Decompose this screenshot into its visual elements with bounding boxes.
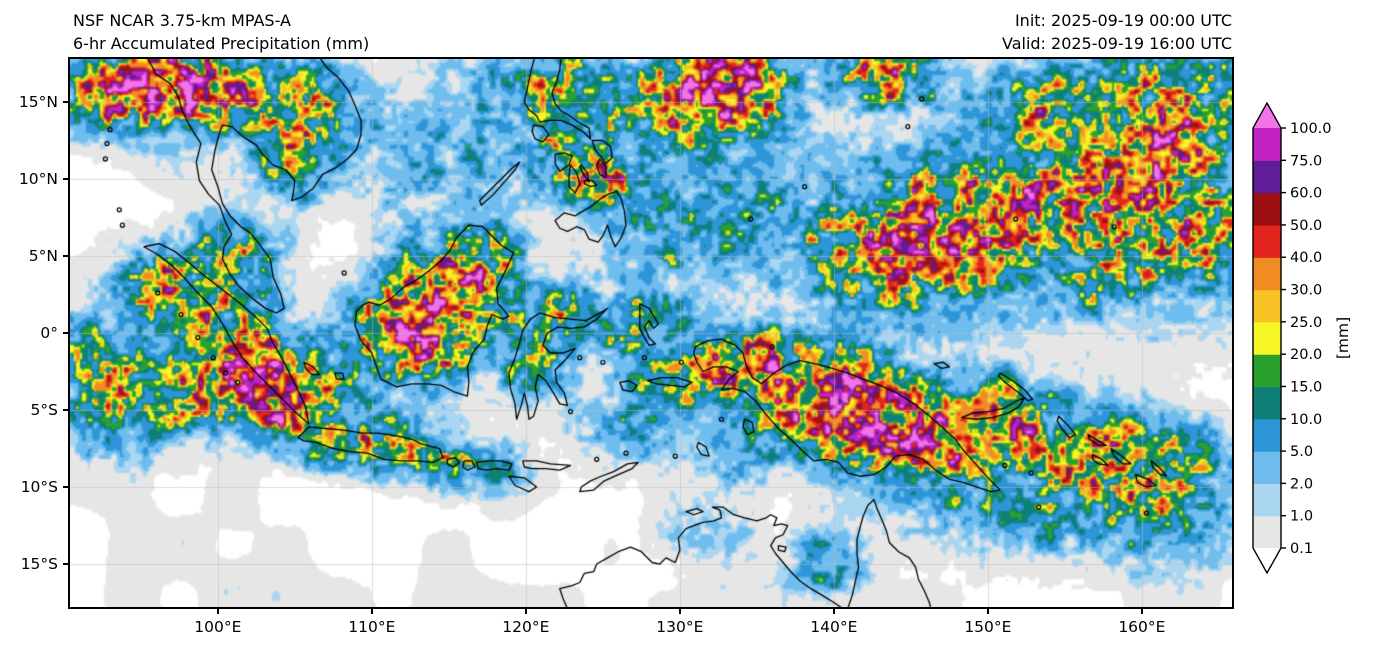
y-tick-label: 5°S [30, 401, 58, 419]
x-tick-label: 110°E [348, 618, 396, 636]
longitude-axis: 100°E 110°E 120°E 130°E 140°E 150°E 160°E [70, 609, 1232, 647]
colorbar-segment [1253, 418, 1281, 452]
y-tick-label: 15°N [18, 92, 58, 111]
colorbar-segment [1253, 128, 1281, 161]
y-tick-label: 0° [40, 324, 58, 342]
x-axis-tick [371, 609, 373, 614]
colorbar-segment [1253, 515, 1281, 549]
time-block: Init: 2025-09-19 00:00 UTC Valid: 2025-0… [1002, 9, 1232, 55]
colorbar-segment [1253, 354, 1281, 388]
colorbar-tick-label: 10.0 [1290, 412, 1322, 428]
model-title: NSF NCAR 3.75-km MPAS-A [73, 11, 291, 30]
precipitation-map-canvas [70, 59, 1232, 607]
colorbar: 0.1 1.0 2.0 5.0 10.0 15.0 20.0 25.0 30.0 40.0 50.0… [1252, 101, 1352, 575]
x-axis-tick [525, 609, 527, 614]
x-axis-tick [217, 609, 219, 614]
colorbar-segment [1253, 483, 1281, 517]
colorbar-segment [1253, 451, 1281, 484]
y-axis-tick [63, 178, 68, 180]
y-tick-label: 5°N [28, 246, 58, 265]
x-tick-label: 120°E [502, 618, 550, 636]
colorbar-tick-label: 75.0 [1290, 153, 1322, 169]
colorbar-tick-label: 5.0 [1290, 444, 1313, 460]
colorbar-over-arrow [1253, 103, 1281, 128]
y-axis-tick [63, 255, 68, 257]
colorbar-tick-label: 100.0 [1290, 121, 1332, 137]
colorbar-tick-label: 50.0 [1290, 218, 1322, 234]
init-time-label: Init: 2025-09-19 00:00 UTC [1014, 11, 1232, 30]
y-tick-label: 10°S [20, 478, 58, 497]
y-tick-label: 10°N [18, 169, 58, 188]
colorbar-tick-label: 0.1 [1290, 541, 1313, 557]
colorbar-segment [1253, 224, 1281, 258]
x-tick-label: 150°E [964, 618, 1012, 636]
x-tick-label: 140°E [810, 618, 858, 636]
colorbar-tick-label: 15.0 [1290, 379, 1322, 395]
y-tick-label: 15°S [20, 555, 58, 574]
x-axis-tick [679, 609, 681, 614]
x-axis-tick [833, 609, 835, 614]
colorbar-tick-label: 2.0 [1290, 476, 1313, 492]
product-title: 6-hr Accumulated Precipitation (mm) [73, 34, 370, 53]
colorbar-tick-label: 40.0 [1290, 250, 1322, 266]
colorbar-segment [1253, 160, 1281, 194]
colorbar-segment [1253, 192, 1281, 226]
colorbar-tick-label: 60.0 [1290, 186, 1322, 202]
y-axis-tick [63, 332, 68, 334]
x-axis-tick [987, 609, 989, 614]
colorbar-under-arrow [1253, 548, 1281, 573]
colorbar-tick-label: 30.0 [1290, 283, 1322, 299]
map-plot-area [68, 57, 1234, 609]
colorbar-tick-label: 25.0 [1290, 315, 1322, 331]
y-axis-tick [63, 409, 68, 411]
x-tick-label: 130°E [656, 618, 704, 636]
colorbar-units-label: [mm] [1334, 317, 1352, 359]
colorbar-tick-label: 1.0 [1290, 509, 1313, 525]
colorbar-tick-label: 20.0 [1290, 347, 1322, 363]
x-axis-tick [1141, 609, 1143, 614]
y-axis-tick [63, 486, 68, 488]
colorbar-segment [1253, 386, 1281, 420]
x-tick-label: 160°E [1118, 618, 1166, 636]
colorbar-segment [1253, 289, 1281, 323]
x-tick-label: 100°E [194, 618, 242, 636]
colorbar-segment [1253, 321, 1281, 355]
y-axis-tick [63, 101, 68, 103]
latitude-axis: 15°N 10°N 5°N 0° 5°S 10°S 15°S [0, 59, 68, 607]
y-axis-tick [63, 563, 68, 565]
colorbar-segment [1253, 257, 1281, 291]
valid-time-label: Valid: 2025-09-19 16:00 UTC [1001, 34, 1232, 53]
title-block: NSF NCAR 3.75-km MPAS-A 6-hr Accumulated… [73, 9, 369, 55]
